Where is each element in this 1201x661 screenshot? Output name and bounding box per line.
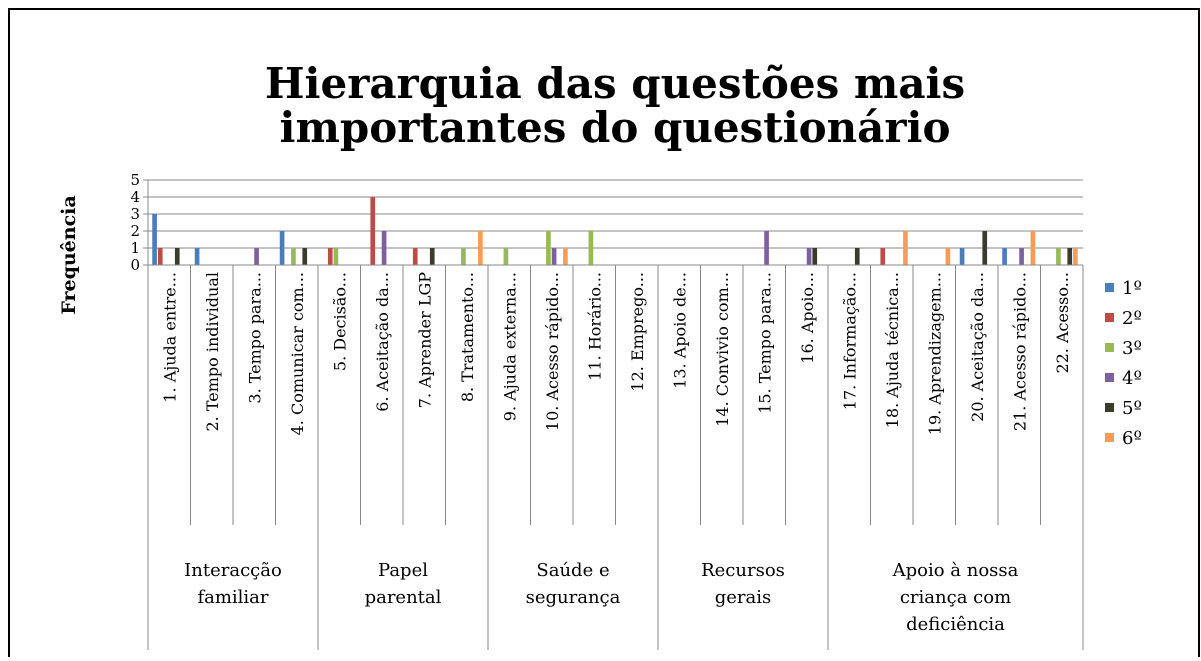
bar bbox=[806, 248, 812, 265]
bar bbox=[370, 197, 376, 265]
bar bbox=[1073, 248, 1078, 265]
bar bbox=[546, 231, 551, 265]
x-tick-label: 15. Tempo para... bbox=[755, 272, 774, 414]
y-tick-label: 5 bbox=[130, 171, 140, 189]
bar bbox=[503, 248, 509, 265]
group-label: gerais bbox=[715, 587, 772, 608]
bar bbox=[254, 248, 259, 265]
x-tick-label: 6. Aceitação da... bbox=[373, 272, 392, 412]
bar bbox=[812, 248, 818, 265]
bar bbox=[1002, 248, 1007, 265]
group-label: familiar bbox=[197, 587, 268, 608]
bar bbox=[157, 248, 163, 265]
y-tick-label: 0 bbox=[130, 256, 140, 274]
x-tick-label: 20. Aceitação da... bbox=[968, 272, 987, 422]
x-tick-label: 22. Acesso... bbox=[1053, 272, 1072, 374]
frame bbox=[8, 8, 1200, 661]
bar bbox=[381, 231, 387, 265]
bar bbox=[279, 231, 285, 265]
bar bbox=[903, 231, 908, 265]
x-tick-label: 1. Ajuda entre... bbox=[160, 272, 179, 403]
bar bbox=[1019, 248, 1024, 265]
y-axis-title: Frequência bbox=[58, 195, 80, 314]
x-tick-label: 17. Informação... bbox=[840, 272, 859, 410]
legend-label: 1º bbox=[1122, 278, 1142, 299]
bar bbox=[982, 231, 988, 265]
legend-swatch bbox=[1105, 403, 1114, 412]
legend-swatch bbox=[1105, 283, 1114, 292]
bar bbox=[588, 231, 594, 265]
legend-label: 3º bbox=[1122, 338, 1142, 359]
group-label: Interacção bbox=[184, 560, 282, 581]
y-tick-label: 1 bbox=[130, 239, 140, 257]
x-tick-label: 10. Acesso rápido... bbox=[543, 272, 562, 431]
bar bbox=[764, 231, 769, 265]
x-tick-label: 14. Convivio com... bbox=[713, 272, 732, 427]
bar bbox=[291, 248, 296, 265]
x-tick-label: 9. Ajuda externa... bbox=[500, 272, 519, 421]
legend-swatch bbox=[1105, 343, 1114, 352]
bar bbox=[1030, 231, 1036, 265]
y-tick-label: 4 bbox=[130, 188, 140, 206]
group-label: segurança bbox=[526, 587, 621, 608]
x-tick-label: 18. Ajuda técnica... bbox=[883, 272, 902, 428]
legend-label: 5º bbox=[1122, 398, 1142, 419]
bar bbox=[945, 248, 951, 265]
legend-swatch bbox=[1105, 313, 1114, 322]
x-tick-label: 8. Tratamento... bbox=[458, 272, 477, 402]
bar bbox=[194, 248, 200, 265]
bar bbox=[174, 248, 180, 265]
x-tick-label: 21. Acesso rápido... bbox=[1010, 272, 1029, 431]
y-tick-label: 2 bbox=[130, 222, 140, 240]
x-tick-label: 3. Tempo para... bbox=[245, 272, 264, 404]
x-tick-label: 19. Aprendizagem... bbox=[925, 272, 944, 435]
y-tick-label: 3 bbox=[130, 205, 140, 223]
group-label: parental bbox=[365, 587, 442, 608]
group-label: deficiência bbox=[906, 614, 1005, 635]
bar bbox=[478, 231, 483, 265]
x-tick-label: 12. Emprego... bbox=[628, 272, 647, 392]
bar bbox=[551, 248, 557, 265]
x-tick-label: 2. Tempo individual bbox=[203, 272, 222, 432]
bar bbox=[880, 248, 886, 265]
group-label: Papel bbox=[378, 560, 428, 581]
bar bbox=[461, 248, 466, 265]
bar bbox=[412, 248, 418, 265]
group-label: Recursos bbox=[701, 560, 785, 581]
legend-label: 4º bbox=[1122, 368, 1142, 389]
bar bbox=[1056, 248, 1061, 265]
x-tick-label: 4. Comunicar com... bbox=[288, 272, 307, 435]
legend-swatch bbox=[1105, 373, 1114, 382]
x-tick-label: 11. Horário... bbox=[585, 272, 604, 381]
chart-title: importantes do questionário bbox=[280, 103, 951, 152]
bar bbox=[854, 248, 860, 265]
x-tick-label: 13. Apoio de... bbox=[670, 272, 689, 389]
bar bbox=[327, 248, 333, 265]
bar bbox=[959, 248, 965, 265]
bar bbox=[429, 248, 435, 265]
x-tick-label: 5. Decisão... bbox=[330, 272, 349, 371]
group-label: criança com bbox=[900, 587, 1011, 608]
group-label: Apoio à nossa bbox=[892, 560, 1019, 581]
bar bbox=[302, 248, 308, 265]
bar bbox=[1067, 248, 1073, 265]
legend-label: 6º bbox=[1122, 428, 1142, 449]
legend-swatch bbox=[1105, 433, 1114, 442]
bar bbox=[152, 214, 157, 265]
bar bbox=[333, 248, 339, 265]
bar bbox=[563, 248, 568, 265]
x-tick-label: 16. Apoio... bbox=[798, 272, 817, 364]
legend-label: 2º bbox=[1122, 308, 1142, 329]
chart-title: Hierarquia das questões mais bbox=[265, 59, 965, 108]
group-label: Saúde e bbox=[536, 560, 609, 581]
x-tick-label: 7. Aprender LGP bbox=[415, 272, 434, 408]
